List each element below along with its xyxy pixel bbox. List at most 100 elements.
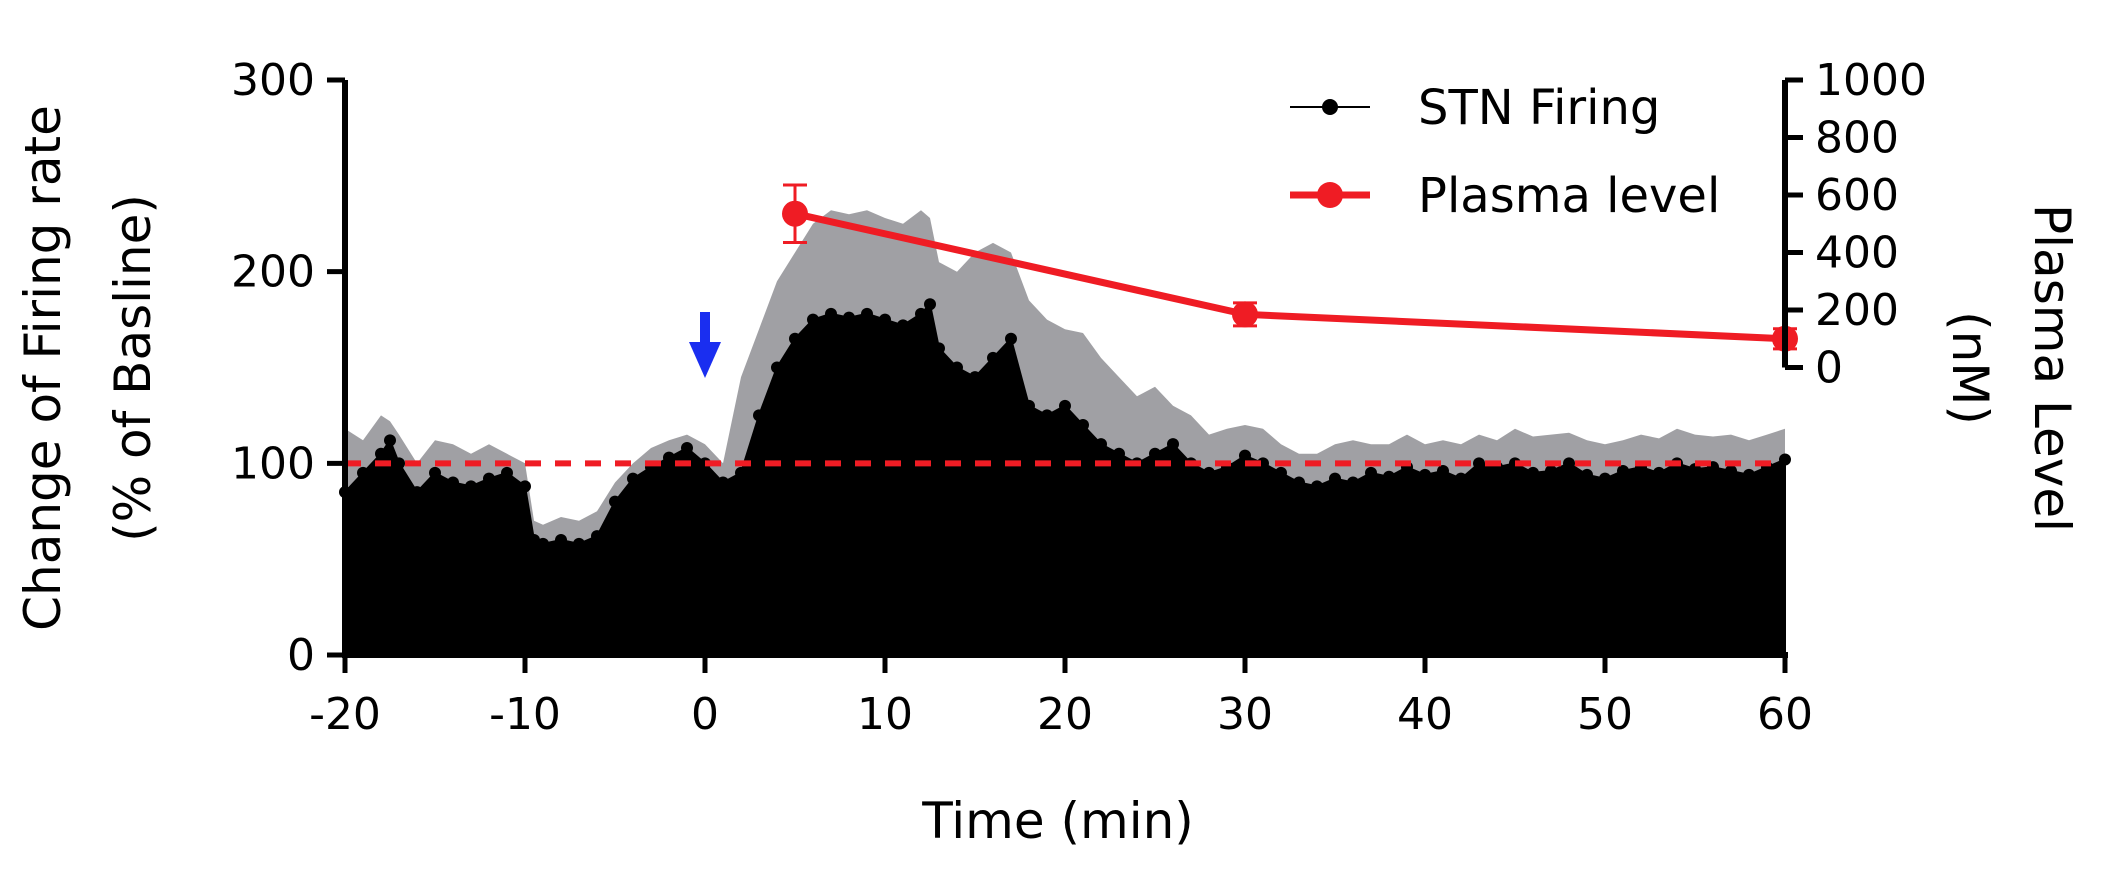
stn-data-point	[519, 480, 531, 493]
stn-data-point	[375, 447, 387, 460]
y-left-tick-label: 0	[287, 630, 315, 681]
y-left-tick-label: 300	[231, 55, 315, 106]
stn-data-point	[1725, 465, 1737, 477]
x-tick-label: -20	[309, 689, 381, 740]
x-tick-label: 20	[1037, 689, 1093, 740]
stn-data-point	[1599, 472, 1611, 485]
stn-data-point	[1239, 449, 1251, 462]
plasma-data-point	[1232, 301, 1258, 328]
x-axis-title: Time (min)	[921, 792, 1194, 850]
stn-data-point	[753, 409, 765, 422]
stn-data-point	[1527, 466, 1539, 479]
y-axis-left-title-line1: Change of Firing rate	[14, 105, 72, 631]
stn-data-point	[1203, 466, 1215, 479]
plot-area	[339, 183, 1798, 656]
stn-data-point	[1275, 466, 1287, 479]
stn-data-point	[1437, 465, 1449, 477]
stn-data-point	[465, 480, 477, 493]
y-right-tick-label: 400	[1815, 228, 1899, 279]
stn-data-point	[1419, 468, 1431, 481]
stn-data-point	[1563, 457, 1575, 470]
stn-data-point	[1581, 468, 1593, 481]
x-tick-label: 0	[691, 689, 719, 740]
stn-data-point	[987, 351, 999, 364]
stn-data-point	[1383, 470, 1395, 483]
stn-data-point	[1545, 465, 1557, 477]
stn-data-point	[825, 307, 837, 320]
legend-label-plasma: Plasma level	[1418, 168, 1720, 224]
y-axis-right-title-line1: Plasma Level	[2023, 204, 2081, 532]
y-right-tick-label: 200	[1815, 285, 1899, 336]
stn-data-point	[1779, 453, 1791, 466]
y-axis-right-title-line2: (nM)	[1941, 311, 1999, 425]
stn-data-point	[717, 476, 729, 489]
stn-data-point	[861, 307, 873, 320]
stn-data-point	[1059, 399, 1071, 412]
stn-data-point	[933, 342, 945, 355]
x-tick-label: 30	[1217, 689, 1273, 740]
stn-data-point	[663, 451, 675, 464]
stn-data-point	[681, 442, 693, 454]
stn-data-point	[528, 534, 540, 546]
stn-data-point	[1653, 466, 1665, 479]
stn-data-point	[627, 472, 639, 485]
stn-data-point	[807, 313, 819, 326]
stn-data-point	[1005, 332, 1017, 345]
stn-data-point	[1347, 476, 1359, 489]
stn-data-point	[924, 298, 936, 311]
stn-data-point	[735, 466, 747, 479]
y-left-tick-label: 200	[231, 247, 315, 298]
stn-data-point	[1167, 438, 1179, 451]
stn-data-point	[1365, 466, 1377, 479]
stn-data-point	[1743, 468, 1755, 481]
stn-data-point	[1077, 419, 1089, 431]
stn-data-point	[879, 313, 891, 326]
stn-data-point	[501, 466, 513, 479]
stn-data-point	[1113, 447, 1125, 460]
stn-data-point	[1041, 409, 1053, 422]
y-left-tick-label: 100	[231, 438, 315, 489]
x-tick-label: -10	[489, 689, 561, 740]
stn-data-point	[1617, 465, 1629, 477]
y-right-tick-label: 1000	[1815, 55, 1927, 106]
stn-data-point	[411, 486, 423, 499]
drug-arrow-head	[689, 342, 721, 378]
x-tick-label: 60	[1757, 689, 1813, 740]
y-right-tick-label: 0	[1815, 343, 1843, 394]
x-tick-label: 40	[1397, 689, 1453, 740]
stn-data-point	[1293, 476, 1305, 489]
stn-data-point	[609, 495, 621, 508]
stn-data-point	[573, 537, 585, 550]
stn-data-point	[1329, 472, 1341, 485]
stn-data-point	[1311, 480, 1323, 493]
x-tick-label: 10	[857, 689, 913, 740]
stn-data-point	[969, 371, 981, 384]
axis-labels: Time (min) Change of Firing rate (% of B…	[14, 105, 2081, 850]
legend-plasma-marker	[1317, 182, 1343, 208]
stn-data-point	[843, 311, 855, 324]
stn-data-point	[1023, 399, 1035, 412]
x-tick-label: 50	[1577, 689, 1633, 740]
stn-data-point	[771, 361, 783, 374]
axes: -20 -10 0 10 20 30 40 50 60010020030002004006008…	[231, 55, 1927, 740]
stn-data-point	[1149, 447, 1161, 460]
stn-data-point	[555, 534, 567, 546]
y-right-tick-label: 800	[1815, 113, 1899, 164]
stn-data-point	[1455, 472, 1467, 485]
stn-data-point	[897, 319, 909, 332]
stn-data-point	[591, 530, 603, 543]
stn-data-point	[789, 332, 801, 345]
legend: STN Firing Plasma level	[1290, 80, 1720, 224]
stn-data-point	[483, 472, 495, 485]
stn-data-point	[537, 537, 549, 550]
y-right-tick-label: 600	[1815, 170, 1899, 221]
stn-data-point	[915, 307, 927, 320]
stn-data-point	[357, 466, 369, 479]
legend-stn-marker	[1322, 99, 1338, 115]
stn-data-point	[1473, 457, 1485, 470]
stn-data-point	[429, 466, 441, 479]
plasma-data-point	[782, 200, 808, 227]
stn-data-point	[447, 476, 459, 489]
stn-data-point	[384, 434, 396, 447]
